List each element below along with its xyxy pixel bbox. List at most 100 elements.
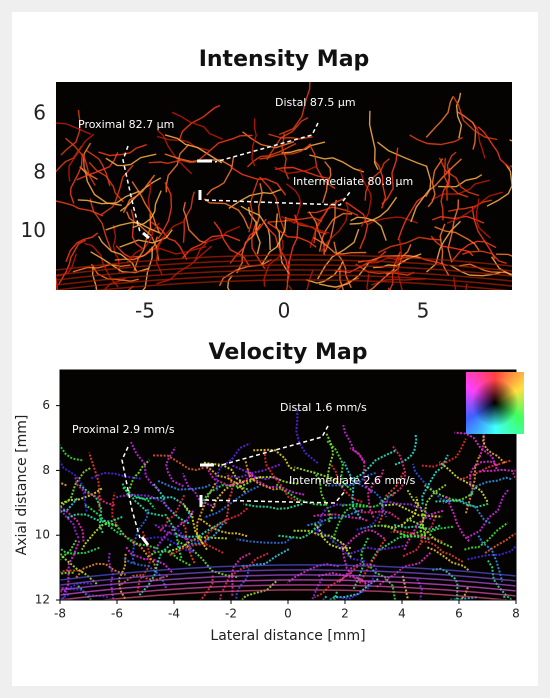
vessel <box>242 131 295 149</box>
vessel <box>374 160 387 209</box>
vessel <box>438 174 483 188</box>
vessel <box>468 476 513 496</box>
y-tick-label: 6 <box>42 398 50 412</box>
vessel <box>69 153 83 204</box>
x-tick-label: -4 <box>168 607 180 621</box>
vessel <box>56 122 91 135</box>
vessel <box>454 431 498 470</box>
vessel <box>215 442 251 491</box>
vessel <box>85 149 111 187</box>
band <box>60 574 516 591</box>
x-tick-label: 0 <box>284 607 292 621</box>
vessel <box>135 496 193 518</box>
vessel <box>308 143 336 190</box>
vessel <box>261 216 287 265</box>
vessel <box>438 157 480 197</box>
vessel <box>275 483 325 506</box>
band <box>60 584 516 600</box>
vessel <box>193 225 241 262</box>
vessel <box>130 209 143 250</box>
vessel <box>421 438 467 468</box>
vessel <box>178 104 221 141</box>
vessel <box>165 446 184 488</box>
vessel <box>150 221 188 261</box>
vessel <box>60 467 91 512</box>
vessel <box>409 134 463 146</box>
y-tick-label: 12 <box>35 593 50 607</box>
vessel <box>479 468 516 473</box>
vessel <box>364 158 390 201</box>
vessel <box>399 525 454 538</box>
band <box>60 564 516 581</box>
vessel <box>90 471 141 480</box>
vessel <box>366 469 385 518</box>
vessel <box>410 165 432 223</box>
vessel <box>242 548 290 567</box>
color-wheel <box>466 372 524 434</box>
vessel <box>356 494 391 531</box>
vessel <box>425 96 454 138</box>
panel-title: Velocity Map <box>209 340 368 365</box>
x-tick-label: -6 <box>111 607 123 621</box>
image-texture <box>60 402 516 600</box>
vessel <box>202 462 246 493</box>
vessel <box>266 117 309 161</box>
vessel <box>183 504 209 552</box>
annotation-marker <box>140 536 150 546</box>
vessel <box>148 246 207 255</box>
vessel <box>133 213 152 271</box>
vessel <box>91 265 98 290</box>
vessel <box>203 198 250 230</box>
annotation-line <box>204 489 347 504</box>
vessel <box>182 191 195 243</box>
vessel <box>477 126 511 170</box>
vessel <box>259 176 286 234</box>
vessel <box>60 546 100 555</box>
x-tick-label: -2 <box>225 607 237 621</box>
vessel <box>447 199 459 263</box>
vessel <box>338 567 378 600</box>
vessel <box>324 432 335 487</box>
vessel <box>105 153 157 167</box>
vessel <box>355 480 388 518</box>
vessel <box>62 540 81 595</box>
vessel <box>201 484 249 505</box>
vessel <box>427 158 444 208</box>
image-texture <box>56 82 512 290</box>
vessel <box>275 166 330 180</box>
vessel <box>56 277 59 290</box>
vessel <box>430 235 474 257</box>
vessel <box>156 129 193 175</box>
band <box>56 264 512 281</box>
x-tick-label: 4 <box>398 607 406 621</box>
vessel <box>205 466 255 487</box>
vessel <box>171 111 223 140</box>
vessel <box>122 557 168 589</box>
vessel <box>349 196 398 225</box>
annotation: Intermediate 2.6 mm/s <box>289 474 416 487</box>
x-tick-label: 5 <box>417 299 430 323</box>
vessel <box>391 445 407 497</box>
x-tick-label: -8 <box>54 607 66 621</box>
vessel <box>453 277 457 290</box>
vessel <box>65 513 123 523</box>
vessel <box>182 201 207 244</box>
vessel <box>308 211 325 256</box>
vessel <box>114 493 173 513</box>
vessel <box>267 221 317 248</box>
vessel <box>430 179 491 201</box>
vessel <box>320 201 349 253</box>
vessel <box>405 517 453 549</box>
vessel <box>158 494 186 533</box>
vessel <box>367 216 419 226</box>
vessel <box>102 277 126 290</box>
vessel <box>354 509 400 520</box>
vessel <box>293 529 353 559</box>
vessel <box>206 156 235 196</box>
y-tick-label: 10 <box>35 528 50 542</box>
vessel <box>76 152 119 181</box>
band <box>56 269 512 286</box>
vessel <box>345 201 369 250</box>
annotation-marker <box>142 231 150 240</box>
vessel <box>60 443 83 462</box>
